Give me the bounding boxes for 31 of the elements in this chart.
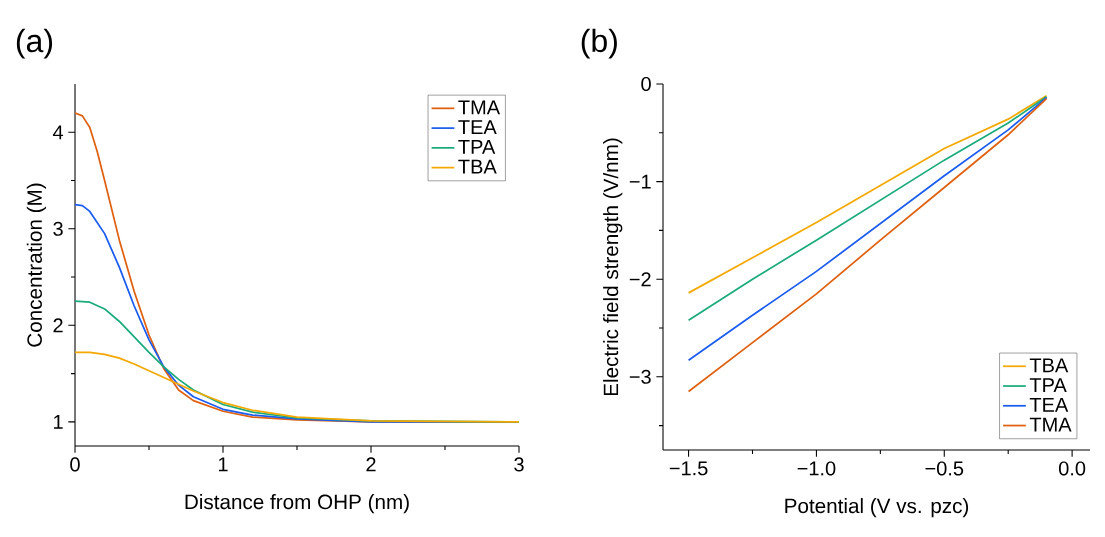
- x-axis-title: Distance from OHP (nm): [185, 494, 409, 514]
- y-tick-label: 0: [641, 76, 651, 92]
- x-tick-label: −0.5: [925, 461, 964, 476]
- y-tick-label: 3: [53, 221, 63, 236]
- chart-title: (a): [16, 28, 53, 59]
- legend-label: TPA: [458, 139, 496, 154]
- legend-label: TBA: [1029, 358, 1069, 373]
- legend-label: TEA: [458, 120, 497, 134]
- y-tick-label: −2: [629, 272, 651, 287]
- x-tick-label: −1.5: [669, 461, 708, 476]
- x-tick-label: 0: [70, 457, 80, 472]
- x-tick-label: −1.0: [797, 461, 836, 476]
- y-tick-label: −3: [629, 369, 651, 384]
- legend-label: TMA: [1029, 417, 1072, 432]
- y-tick-label: 1: [54, 414, 63, 429]
- x-tick-label: 3: [514, 457, 524, 472]
- legend-label: TEA: [1029, 397, 1069, 412]
- y-tick-label: −1: [629, 174, 651, 189]
- legend-label: TPA: [1029, 378, 1067, 392]
- line-series: [74, 351, 520, 423]
- y-axis-title: Concentration (M): [26, 183, 47, 347]
- x-tick-label: 1: [218, 457, 228, 472]
- x-tick-label: 2: [366, 457, 376, 472]
- x-axis-title: Potential (V vs. pzc): [785, 498, 969, 518]
- y-axis-title: Electric field strength (V/nm): [603, 138, 623, 396]
- chart-title: (b): [581, 28, 617, 59]
- legend-label: TBA: [458, 159, 497, 174]
- y-tick-label: 2: [53, 318, 63, 333]
- legend-label: TMA: [458, 100, 501, 115]
- x-tick-label: 0.0: [1058, 461, 1086, 476]
- y-tick-label: 4: [52, 125, 64, 140]
